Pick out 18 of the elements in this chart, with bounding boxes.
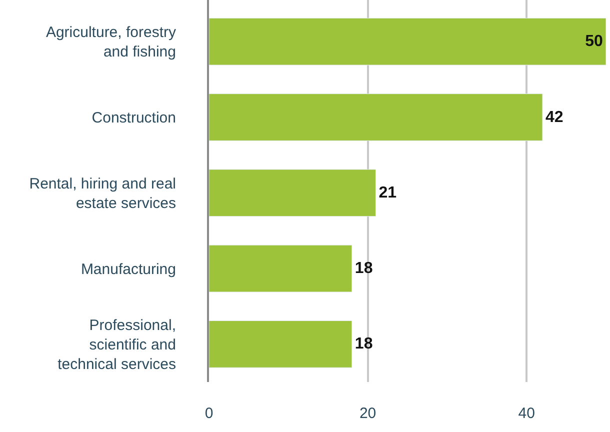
bar [209,18,606,66]
bar [209,169,376,217]
data-label: 50 [585,33,603,50]
x-tick-label: 0 [204,405,214,422]
y-tick-label: Professional, scientific and technical services [58,316,176,373]
data-label: 18 [354,336,373,353]
y-tick-label: Construction [92,110,176,126]
data-label: 42 [545,108,564,126]
x-tick-label: 20 [359,405,376,422]
bar [209,94,543,141]
y-tick-label: Manufacturing [80,260,176,278]
data-label: 18 [354,260,373,278]
bar [209,320,352,368]
bar [209,244,352,292]
y-tick-label: Rental, hiring and real estate services [29,175,176,212]
x-tick-label: 40 [518,405,535,422]
y-tick-label: Agriculture, forestry and fishing [46,24,176,61]
data-label: 21 [378,184,397,202]
